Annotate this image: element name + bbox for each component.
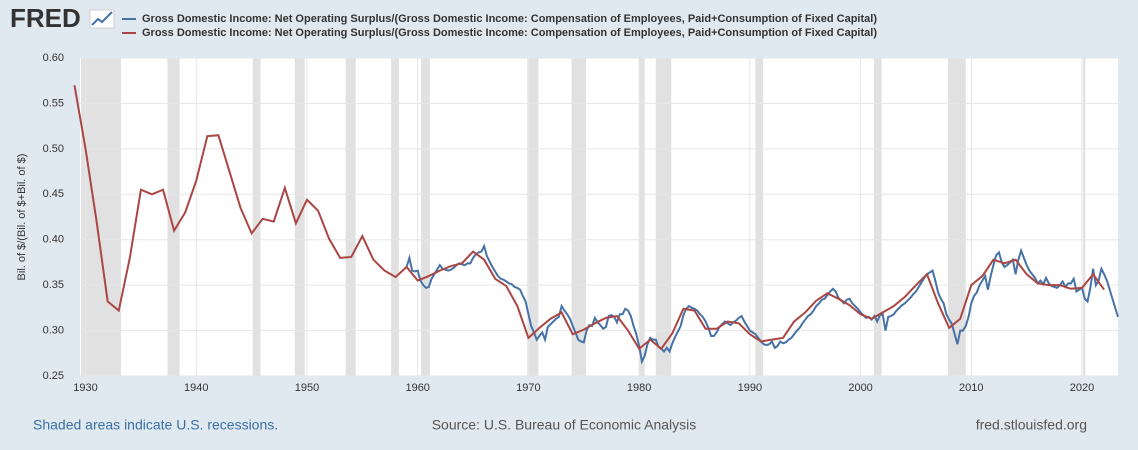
recession-band xyxy=(755,58,764,376)
recession-note: Shaded areas indicate U.S. recessions. xyxy=(33,417,278,433)
recession-band xyxy=(167,58,180,376)
y-tick-label: 0.40 xyxy=(43,234,64,246)
x-tick-label: 1970 xyxy=(516,382,540,394)
x-tick-label: 1940 xyxy=(184,382,208,394)
y-tick-label: 0.25 xyxy=(43,370,64,382)
y-tick-label: 0.50 xyxy=(43,143,64,155)
recession-band xyxy=(527,58,539,376)
recession-band xyxy=(252,58,261,376)
legend-label: Gross Domestic Income: Net Operating Sur… xyxy=(142,27,877,39)
x-tick-label: 2010 xyxy=(959,382,983,394)
logo: FRED xyxy=(10,3,81,33)
y-tick-label: 0.55 xyxy=(43,97,64,109)
y-tick-label: 0.60 xyxy=(43,52,64,64)
recession-band xyxy=(655,58,672,376)
x-tick-label: 2000 xyxy=(848,382,872,394)
y-tick-label: 0.35 xyxy=(43,279,64,291)
recession-band xyxy=(1083,58,1086,376)
x-tick-label: 1980 xyxy=(627,382,651,394)
recession-band xyxy=(391,58,399,376)
recession-band xyxy=(345,58,356,376)
recession-band xyxy=(81,58,121,376)
site: fred.stlouisfed.org xyxy=(976,417,1087,433)
x-tick-label: 1960 xyxy=(405,382,429,394)
recession-band xyxy=(948,58,966,376)
recession-band xyxy=(571,58,586,376)
x-tick-label: 2020 xyxy=(1070,382,1094,394)
source: Source: U.S. Bureau of Economic Analysis xyxy=(432,417,697,433)
logo-icon xyxy=(89,9,115,29)
y-axis-label: Bil. of $/(Bil. of $+Bil. of $) xyxy=(16,154,28,281)
x-tick-label: 1930 xyxy=(73,382,97,394)
series-line xyxy=(405,243,1119,365)
recession-band xyxy=(639,58,645,376)
x-tick-label: 1990 xyxy=(738,382,762,394)
series-line xyxy=(73,85,1105,351)
recession-band xyxy=(873,58,882,376)
recession-band xyxy=(421,58,430,376)
y-tick-label: 0.30 xyxy=(43,324,64,336)
x-tick-label: 1950 xyxy=(295,382,319,394)
y-tick-label: 0.45 xyxy=(43,188,64,200)
legend-label: Gross Domestic Income: Net Operating Sur… xyxy=(142,13,877,25)
